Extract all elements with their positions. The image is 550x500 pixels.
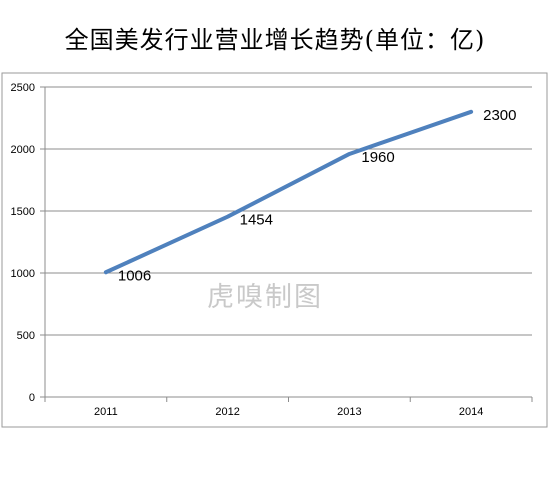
chart-title: 全国美发行业营业增长趋势(单位：亿) <box>64 26 486 54</box>
data-label: 2300 <box>483 107 516 124</box>
x-tick-label: 2013 <box>337 406 361 418</box>
chart-frame <box>1 72 548 428</box>
data-labels: 1006 1454 1960 2300 <box>118 107 517 284</box>
y-tick-label: 1500 <box>11 206 35 218</box>
gridlines <box>40 86 532 398</box>
data-label: 1960 <box>361 149 394 166</box>
x-tick-label: 2012 <box>215 406 239 418</box>
data-label: 1006 <box>118 267 151 284</box>
y-tick-label: 2000 <box>11 144 35 156</box>
y-tick-label: 0 <box>29 392 35 404</box>
y-tick-label: 500 <box>17 330 35 342</box>
data-label: 1454 <box>240 212 273 229</box>
axes <box>44 87 533 402</box>
watermark: 虎嗅制图 <box>207 282 323 313</box>
x-tick-label: 2011 <box>94 406 118 418</box>
y-tick-label: 1000 <box>11 268 35 280</box>
series-line-0 <box>103 109 474 275</box>
y-tick-label: 2500 <box>11 82 35 94</box>
series-line <box>103 109 474 275</box>
x-tick-label: 2014 <box>459 406 483 418</box>
x-tick-labels: 2011 2012 2013 2014 <box>94 406 483 418</box>
y-tick-labels: 0 500 1000 1500 2000 2500 <box>11 82 35 404</box>
